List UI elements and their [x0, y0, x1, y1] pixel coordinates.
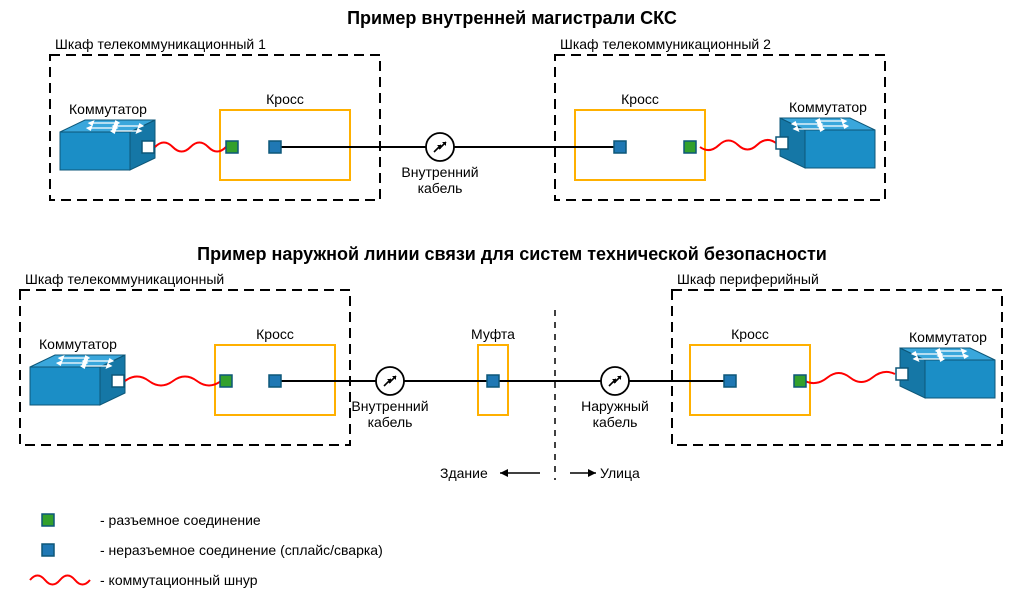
svg-text:Кросс: Кросс: [731, 326, 769, 342]
svg-text:Коммутатор: Коммутатор: [909, 329, 987, 345]
svg-text:- разъемное соединение: - разъемное соединение: [100, 512, 261, 528]
cross-panel: Кросс: [220, 91, 350, 180]
svg-text:Кросс: Кросс: [621, 91, 659, 107]
svg-text:Шкаф телекоммуникационный 2: Шкаф телекоммуникационный 2: [560, 36, 771, 52]
svg-text:- неразъемное соединение (спла: - неразъемное соединение (сплайс/сварка): [100, 542, 383, 558]
svg-text:Шкаф телекоммуникационный: Шкаф телекоммуникационный: [25, 271, 224, 287]
svg-text:Шкаф телекоммуникационный 1: Шкаф телекоммуникационный 1: [55, 36, 266, 52]
svg-text:Коммутатор: Коммутатор: [789, 99, 867, 115]
svg-text:Здание: Здание: [440, 465, 488, 481]
svg-text:Внутреннийкабель: Внутреннийкабель: [401, 164, 478, 196]
svg-text:Наружныйкабель: Наружныйкабель: [581, 398, 649, 430]
network-switch: Коммутатор: [30, 336, 125, 405]
svg-text:Шкаф периферийный: Шкаф периферийный: [677, 271, 819, 287]
cabinet: Шкаф телекоммуникационный 1: [50, 36, 380, 200]
network-switch: Коммутатор: [780, 99, 875, 168]
network-switch: Коммутатор: [60, 101, 155, 170]
legend-item: - коммутационный шнур: [30, 572, 258, 588]
svg-text:Муфта: Муфта: [471, 326, 515, 342]
svg-text:Улица: Улица: [600, 465, 640, 481]
svg-text:- коммутационный шнур: - коммутационный шнур: [100, 572, 258, 588]
legend-item: - неразъемное соединение (сплайс/сварка): [42, 542, 383, 558]
svg-text:Пример внутренней магистрали С: Пример внутренней магистрали СКС: [347, 8, 677, 28]
cross-panel: Кросс: [215, 326, 335, 415]
legend-item: - разъемное соединение: [42, 512, 261, 528]
svg-text:Кросс: Кросс: [256, 326, 294, 342]
svg-text:Кросс: Кросс: [266, 91, 304, 107]
splice-box: Муфта: [471, 326, 515, 415]
svg-text:Коммутатор: Коммутатор: [69, 101, 147, 117]
cross-panel: Кросс: [575, 91, 705, 180]
svg-text:Коммутатор: Коммутатор: [39, 336, 117, 352]
svg-text:Внутреннийкабель: Внутреннийкабель: [351, 398, 428, 430]
cross-panel: Кросс: [690, 326, 810, 415]
network-switch: Коммутатор: [900, 329, 995, 398]
svg-text:Пример наружной линии связи дл: Пример наружной линии связи для систем т…: [197, 244, 827, 264]
